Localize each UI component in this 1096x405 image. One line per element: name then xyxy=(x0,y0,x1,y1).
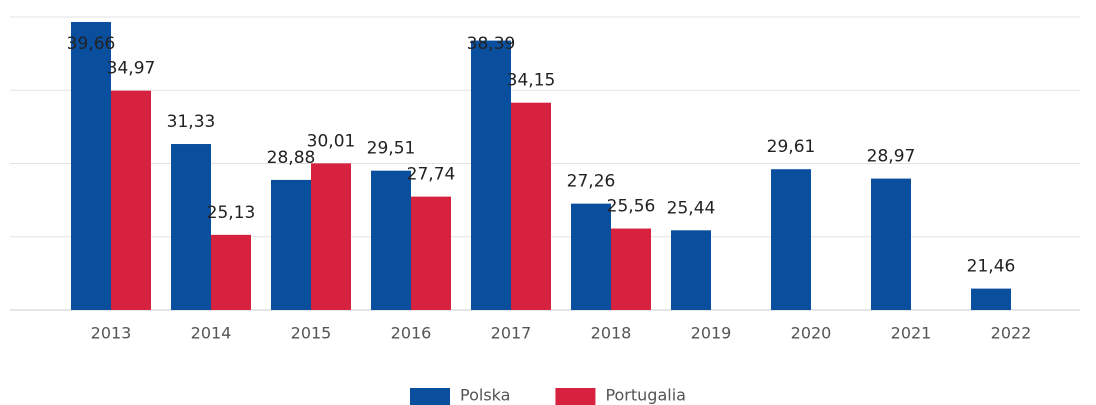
data-label: 39,66 xyxy=(67,34,116,54)
bar xyxy=(871,178,911,310)
data-label: 25,44 xyxy=(667,198,716,218)
x-tick-label: 2021 xyxy=(891,324,932,343)
data-label: 29,51 xyxy=(367,139,416,159)
x-tick-label: 2014 xyxy=(191,324,232,343)
data-label: 27,74 xyxy=(407,165,456,185)
data-label: 27,26 xyxy=(567,172,616,192)
legend-swatch xyxy=(555,388,596,405)
bar xyxy=(411,196,451,310)
x-tick-label: 2019 xyxy=(691,324,732,343)
bar xyxy=(211,234,251,310)
data-label: 28,97 xyxy=(867,147,916,167)
bar xyxy=(511,102,551,310)
bar xyxy=(71,21,111,311)
bar xyxy=(971,288,1011,310)
x-tick-label: 2013 xyxy=(91,324,132,343)
data-label: 30,01 xyxy=(307,131,356,151)
bar xyxy=(171,144,211,310)
bar xyxy=(571,203,611,310)
data-label: 28,88 xyxy=(267,148,316,168)
data-label: 31,33 xyxy=(167,112,216,132)
bar xyxy=(671,230,711,310)
x-tick-label: 2015 xyxy=(291,324,332,343)
legend-swatch xyxy=(410,388,450,405)
bar xyxy=(471,40,511,311)
x-tick-label: 2017 xyxy=(491,324,532,343)
x-tick-label: 2016 xyxy=(391,324,432,343)
data-label: 25,13 xyxy=(207,203,256,223)
x-tick-label: 2022 xyxy=(991,324,1032,343)
bar xyxy=(371,170,411,310)
x-tick-label: 2018 xyxy=(591,324,632,343)
bar xyxy=(611,228,651,310)
bar xyxy=(311,163,351,310)
data-label: 34,15 xyxy=(507,71,556,91)
bar xyxy=(771,169,811,310)
data-label: 34,97 xyxy=(107,59,156,79)
bar xyxy=(111,90,151,310)
data-label: 21,46 xyxy=(967,257,1016,277)
data-label: 38,39 xyxy=(467,34,516,54)
bar xyxy=(271,179,311,310)
x-tick-label: 2020 xyxy=(791,324,832,343)
legend-label: Portugalia xyxy=(605,386,686,405)
data-label: 25,56 xyxy=(607,197,656,217)
data-label: 29,61 xyxy=(767,137,816,157)
legend-label: Polska xyxy=(460,386,510,405)
